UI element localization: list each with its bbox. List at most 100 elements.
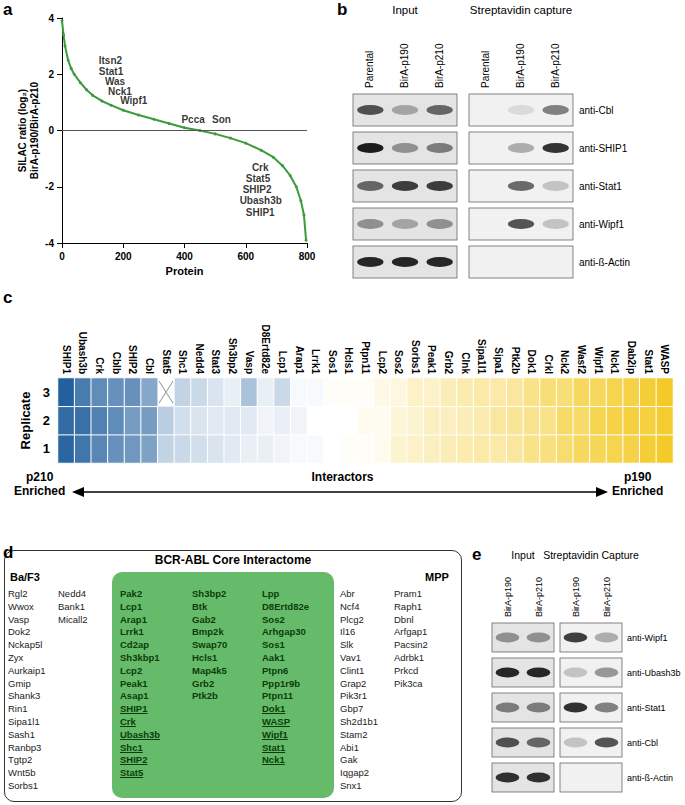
svg-text:Parental: Parental xyxy=(364,51,375,88)
svg-text:Crk: Crk xyxy=(252,162,269,173)
svg-text:Ubash3b: Ubash3b xyxy=(240,195,282,206)
svg-text:BirA-p190/BirA-p210: BirA-p190/BirA-p210 xyxy=(29,81,40,179)
svg-text:Son: Son xyxy=(212,114,231,125)
svg-text:anti-Stat1: anti-Stat1 xyxy=(627,703,666,713)
svg-text:Sos2: Sos2 xyxy=(393,350,404,374)
svg-text:SHIP2: SHIP2 xyxy=(243,184,272,195)
svg-text:Sh3bp2: Sh3bp2 xyxy=(227,338,238,375)
svg-text:BirA-p190: BirA-p190 xyxy=(571,577,581,617)
svg-text:Dok1: Dok1 xyxy=(526,350,537,375)
svg-text:Was: Was xyxy=(104,75,126,87)
svg-text:Cbl: Cbl xyxy=(144,358,155,374)
svg-text:anti-Ubash3b: anti-Ubash3b xyxy=(627,668,681,678)
svg-text:Streptavidin capture: Streptavidin capture xyxy=(470,4,572,16)
svg-text:200: 200 xyxy=(115,251,132,262)
svg-text:Clnk: Clnk xyxy=(460,352,471,374)
svg-text:anti-Wipf1: anti-Wipf1 xyxy=(579,219,624,230)
svg-text:Protein: Protein xyxy=(166,265,204,277)
svg-text:Stat5: Stat5 xyxy=(161,350,172,375)
svg-text:4: 4 xyxy=(48,13,54,24)
svg-text:Pcca: Pcca xyxy=(181,114,205,125)
svg-text:0: 0 xyxy=(59,251,65,262)
svg-text:Vasp: Vasp xyxy=(244,351,255,374)
svg-text:Arap1: Arap1 xyxy=(294,346,305,375)
html-text:MPP: MPP xyxy=(425,571,449,583)
svg-text:anti-ß-Actin: anti-ß-Actin xyxy=(579,257,630,268)
svg-text:2: 2 xyxy=(43,413,50,428)
svg-text:Crkl: Crkl xyxy=(543,355,554,375)
svg-text:Stat1: Stat1 xyxy=(98,65,124,77)
svg-text:Lrrk1: Lrrk1 xyxy=(310,349,321,374)
svg-text:Nedd4: Nedd4 xyxy=(194,343,205,374)
svg-text:Sipa1l1: Sipa1l1 xyxy=(476,339,487,374)
svg-text:Lcp2: Lcp2 xyxy=(377,351,388,375)
svg-text:anti-Cbl: anti-Cbl xyxy=(579,105,613,116)
svg-text:Nck1: Nck1 xyxy=(609,350,620,374)
svg-text:BirA-p210: BirA-p210 xyxy=(602,577,612,617)
svg-text:Sos1: Sos1 xyxy=(327,350,338,374)
html-text:Wwox: Wwox xyxy=(8,600,34,612)
svg-text:Replicate: Replicate xyxy=(18,392,33,450)
svg-text:Nck1: Nck1 xyxy=(107,85,132,97)
svg-text:Lcp1: Lcp1 xyxy=(277,351,288,375)
svg-text:BirA-p210: BirA-p210 xyxy=(550,43,561,88)
svg-text:BirA-p190: BirA-p190 xyxy=(399,43,410,88)
svg-text:Input: Input xyxy=(392,4,418,16)
svg-text:2: 2 xyxy=(48,69,54,80)
html-text:Nckap5l: Nckap5l xyxy=(8,639,43,651)
svg-text:Wasf2: Wasf2 xyxy=(576,345,587,375)
svg-text:BirA-p210: BirA-p210 xyxy=(534,577,544,617)
svg-text:D8Ertd82e: D8Ertd82e xyxy=(260,325,271,375)
svg-text:SHIP2: SHIP2 xyxy=(127,345,138,374)
svg-text:anti-Stat1: anti-Stat1 xyxy=(579,181,622,192)
svg-text:anti-ß-Actin: anti-ß-Actin xyxy=(627,773,673,783)
svg-text:400: 400 xyxy=(176,251,193,262)
svg-text:Ptk2b: Ptk2b xyxy=(510,347,521,374)
html-text:Vasp: Vasp xyxy=(8,613,29,625)
svg-text:Input: Input xyxy=(511,549,534,561)
svg-text:Wipf1: Wipf1 xyxy=(120,95,148,106)
svg-text:1: 1 xyxy=(43,441,50,456)
html-text:p210 Enriched: p210 Enriched xyxy=(14,470,66,498)
svg-text:0: 0 xyxy=(48,125,54,136)
svg-text:Stat1: Stat1 xyxy=(643,350,654,375)
svg-text:Peak1: Peak1 xyxy=(426,345,437,374)
svg-text:3: 3 xyxy=(43,385,50,400)
svg-text:Sorbs1: Sorbs1 xyxy=(410,340,421,374)
html-text:Interactors: Interactors xyxy=(311,470,374,484)
svg-text:Dab2ip: Dab2ip xyxy=(626,341,637,374)
svg-text:WASP: WASP xyxy=(659,345,670,375)
svg-text:Crk: Crk xyxy=(94,357,105,374)
svg-text:Itsn2: Itsn2 xyxy=(99,55,123,66)
html-text:Dok2: Dok2 xyxy=(8,626,31,638)
svg-text:Ptpn11: Ptpn11 xyxy=(360,341,371,374)
svg-text:Streptavidin Capture: Streptavidin Capture xyxy=(543,549,639,561)
svg-text:Ubash3b: Ubash3b xyxy=(77,332,88,374)
html-text:p190 Enriched: p190 Enriched xyxy=(612,470,664,498)
svg-text:Grb2: Grb2 xyxy=(443,351,454,375)
svg-text:Stat5: Stat5 xyxy=(246,173,271,184)
svg-text:Stat3: Stat3 xyxy=(210,350,221,375)
svg-text:800: 800 xyxy=(299,251,316,262)
svg-text:Hcls1: Hcls1 xyxy=(343,347,354,374)
svg-text:Sipa1: Sipa1 xyxy=(493,347,504,374)
svg-text:Cblb: Cblb xyxy=(111,352,122,374)
svg-text:SILAC ratio (log₂): SILAC ratio (log₂) xyxy=(17,89,28,172)
svg-text:BirA-p190: BirA-p190 xyxy=(503,577,513,617)
svg-text:-4: -4 xyxy=(45,238,54,249)
html-text:BCR-ABL Core Interactome: BCR-ABL Core Interactome xyxy=(154,553,312,567)
svg-text:anti-Cbl: anti-Cbl xyxy=(627,738,658,748)
svg-text:Parental: Parental xyxy=(480,51,491,88)
html-text:Ba/F3: Ba/F3 xyxy=(10,571,40,583)
svg-text:BirA-p210: BirA-p210 xyxy=(434,43,445,88)
svg-text:600: 600 xyxy=(237,251,254,262)
svg-text:Shc1: Shc1 xyxy=(177,350,188,374)
svg-text:BirA-p190: BirA-p190 xyxy=(515,43,526,88)
svg-text:Wipf1: Wipf1 xyxy=(593,347,604,375)
svg-text:anti-Wipf1: anti-Wipf1 xyxy=(627,633,668,643)
svg-text:SHIP1: SHIP1 xyxy=(61,345,72,374)
svg-text:SHIP1: SHIP1 xyxy=(246,207,275,218)
svg-text:anti-SHIP1: anti-SHIP1 xyxy=(579,143,628,154)
svg-text:-2: -2 xyxy=(45,181,54,192)
svg-text:Nck2: Nck2 xyxy=(559,350,570,374)
